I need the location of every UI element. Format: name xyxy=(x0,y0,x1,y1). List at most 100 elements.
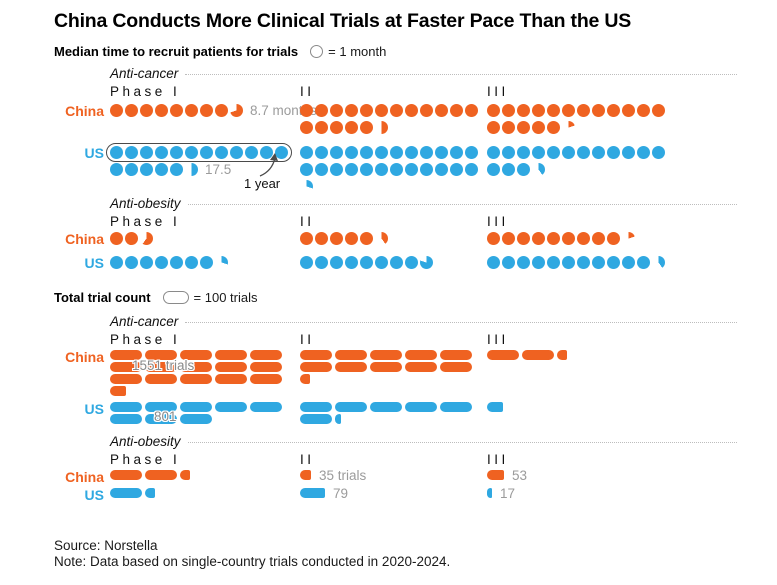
month-dot xyxy=(300,146,313,159)
trials-pill xyxy=(110,402,142,412)
trials-pill xyxy=(300,350,332,360)
month-dot xyxy=(345,146,358,159)
month-dot xyxy=(345,104,358,117)
symbol-row xyxy=(300,146,480,159)
month-dot xyxy=(260,146,273,159)
trials-pill xyxy=(250,374,282,384)
symbol-row xyxy=(300,402,475,412)
month-dot xyxy=(577,232,590,245)
month-dot xyxy=(155,256,168,269)
trials-pill xyxy=(335,402,367,412)
month-dot xyxy=(532,232,545,245)
month-dot xyxy=(215,146,228,159)
section-header: Anti-obesity xyxy=(110,196,737,211)
trials-pill xyxy=(215,402,247,412)
month-dot xyxy=(140,146,153,159)
symbol-row xyxy=(487,163,547,176)
month-dot xyxy=(547,104,560,117)
symbol-row xyxy=(487,121,577,134)
month-dot xyxy=(502,232,515,245)
partial-trials-pill xyxy=(300,470,311,480)
trials-pill xyxy=(370,350,402,360)
month-dot xyxy=(517,256,530,269)
trials-pill xyxy=(250,402,282,412)
country-label-china: China xyxy=(65,231,104,247)
trials-pill xyxy=(335,350,367,360)
symbol-row: 17.5 xyxy=(110,163,231,176)
symbol-row xyxy=(110,362,285,372)
month-dot xyxy=(185,146,198,159)
phase-label: II xyxy=(300,214,315,229)
month-dot xyxy=(300,163,313,176)
month-dot xyxy=(562,146,575,159)
month-dot xyxy=(607,256,620,269)
month-dot xyxy=(465,146,478,159)
trials-pill xyxy=(405,362,437,372)
month-dot xyxy=(170,104,183,117)
phase-label: II xyxy=(300,84,315,99)
month-dot xyxy=(185,104,198,117)
note-line: Note: Data based on single-country trial… xyxy=(54,554,451,569)
trials-pill xyxy=(145,402,177,412)
month-dot xyxy=(637,104,650,117)
month-dot xyxy=(390,163,403,176)
symbol-row xyxy=(110,232,155,245)
partial-trials-pill xyxy=(487,488,492,498)
symbol-row xyxy=(487,232,637,245)
trials-pill xyxy=(250,350,282,360)
month-dot xyxy=(125,256,138,269)
section-label: Anti-obesity xyxy=(110,196,181,211)
trials-pill xyxy=(440,350,472,360)
month-dot xyxy=(622,256,635,269)
symbol-row xyxy=(300,163,480,176)
month-dot xyxy=(637,256,650,269)
partial-month-dot xyxy=(300,180,313,193)
partial-month-dot xyxy=(140,232,153,245)
trials-pill xyxy=(370,362,402,372)
symbol-row xyxy=(110,402,285,412)
symbol-row xyxy=(110,374,285,384)
symbol-row xyxy=(110,256,230,269)
trials-pill xyxy=(110,362,142,372)
unit-label: = 100 trials xyxy=(193,290,258,305)
pill-legend-icon xyxy=(162,291,189,304)
section-label: Anti-cancer xyxy=(110,66,179,81)
trials-pill xyxy=(145,374,177,384)
panel-heading-text: Median time to recruit patients for tria… xyxy=(54,44,299,59)
month-dot xyxy=(315,256,328,269)
month-dot xyxy=(390,146,403,159)
trials-pill xyxy=(405,402,437,412)
month-dot xyxy=(140,104,153,117)
section-rule xyxy=(187,204,737,205)
trials-pill xyxy=(110,374,142,384)
partial-month-dot xyxy=(230,104,243,117)
month-dot xyxy=(532,256,545,269)
month-dot xyxy=(547,146,560,159)
month-dot xyxy=(300,232,313,245)
month-dot xyxy=(450,104,463,117)
month-dot xyxy=(140,256,153,269)
month-dot xyxy=(375,256,388,269)
phase-label: III xyxy=(487,332,509,347)
symbol-row xyxy=(300,180,315,193)
month-dot xyxy=(502,256,515,269)
month-dot xyxy=(405,146,418,159)
partial-trials-pill xyxy=(110,386,126,396)
month-dot xyxy=(170,163,183,176)
month-dot xyxy=(435,146,448,159)
month-dot xyxy=(170,256,183,269)
month-dot xyxy=(592,104,605,117)
partial-month-dot xyxy=(375,232,388,245)
phase-label: III xyxy=(487,214,509,229)
symbol-row: 8.7 months xyxy=(110,104,317,117)
symbol-row: 53 xyxy=(487,468,527,482)
section-rule xyxy=(185,74,737,75)
month-dot xyxy=(562,232,575,245)
partial-month-dot xyxy=(375,121,388,134)
month-dot xyxy=(215,104,228,117)
month-dot xyxy=(185,256,198,269)
partial-month-dot xyxy=(622,232,635,245)
symbol-row xyxy=(487,146,667,159)
month-dot xyxy=(125,232,138,245)
